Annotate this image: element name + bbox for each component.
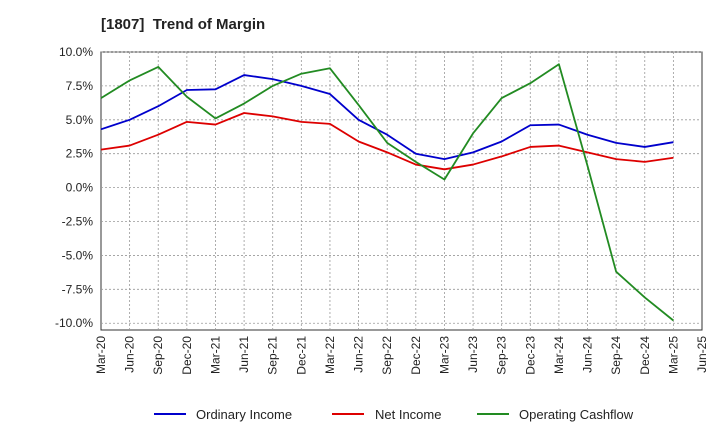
y-tick-label: 5.0% — [66, 113, 94, 127]
x-tick-label: Mar-23 — [437, 336, 451, 374]
x-tick-label: Mar-24 — [552, 336, 566, 374]
x-tick-label: Sep-24 — [609, 336, 623, 375]
x-tick-label: Mar-20 — [94, 336, 108, 374]
y-tick-label: -5.0% — [62, 248, 94, 262]
x-tick-label: Mar-21 — [208, 336, 222, 374]
y-tick-label: -10.0% — [55, 316, 93, 330]
y-tick-label: 7.5% — [66, 79, 94, 93]
plot-area — [100, 51, 703, 331]
series-line-net-income — [100, 112, 674, 171]
x-tick-label: Sep-20 — [151, 336, 165, 375]
x-tick-label: Dec-24 — [638, 336, 652, 375]
y-axis-ticks: 10.0% 7.5% 5.0% 2.5% 0.0% -2.5% -5.0% -7.5% -10.… — [55, 45, 93, 330]
x-tick-label: Sep-23 — [495, 336, 509, 375]
legend: Ordinary Income Net Income Operating Cashf… — [154, 407, 634, 422]
y-tick-label: 0.0% — [66, 181, 94, 195]
x-tick-label: Sep-22 — [380, 336, 394, 375]
x-tick-label: Jun-23 — [466, 336, 480, 373]
series-lines — [100, 63, 674, 322]
x-tick-label: Dec-20 — [180, 336, 194, 375]
x-axis-ticks: Mar-20 Jun-20 Sep-20 Dec-20 Mar-21 Jun-21 Sep-… — [94, 336, 709, 375]
x-tick-label: Jun-21 — [237, 336, 251, 373]
y-tick-label: 10.0% — [59, 45, 93, 59]
series-line-operating-cashflow — [100, 63, 674, 322]
chart-title: [1807] Trend of Margin — [101, 16, 266, 33]
legend-label: Operating Cashflow — [519, 407, 634, 422]
x-tick-label: Jun-25 — [695, 336, 709, 373]
x-tick-label: Mar-22 — [323, 336, 337, 374]
y-tick-label: 2.5% — [66, 147, 94, 161]
x-tick-label: Jun-24 — [581, 336, 595, 373]
x-tick-label: Sep-21 — [266, 336, 280, 375]
x-tick-label: Jun-22 — [352, 336, 366, 373]
x-tick-label: Dec-23 — [523, 336, 537, 375]
x-tick-label: Dec-21 — [294, 336, 308, 375]
x-tick-label: Mar-25 — [666, 336, 680, 374]
x-tick-label: Dec-22 — [409, 336, 423, 375]
legend-label: Ordinary Income — [196, 407, 292, 422]
legend-label: Net Income — [375, 407, 441, 422]
x-tick-label: Jun-20 — [123, 336, 137, 373]
y-tick-label: -7.5% — [62, 282, 94, 296]
y-tick-label: -2.5% — [62, 215, 94, 229]
